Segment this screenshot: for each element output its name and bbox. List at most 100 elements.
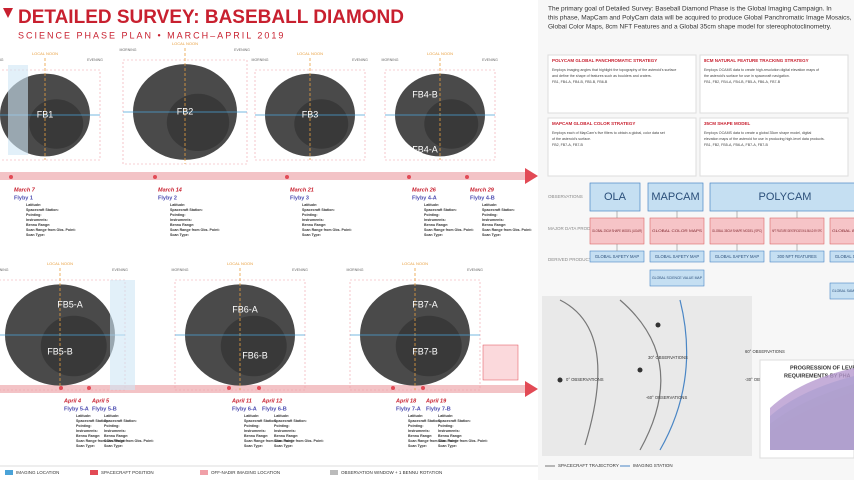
- event-flyby: Flyby 6-A: [232, 406, 257, 412]
- detail-field: Bennu Range:: [104, 434, 128, 438]
- event-date: March 21: [290, 187, 314, 193]
- trajectory: [559, 299, 599, 446]
- derived-label: GLOBAL SAFETY MAP: [835, 254, 854, 259]
- detail-field: Spacecraft Station:: [26, 208, 59, 212]
- strategy-text: FB1, FB4-A, FB4-B, FB5-B, FB6-B: [552, 80, 608, 84]
- event-marker: [407, 175, 411, 179]
- legend-swatch: [90, 470, 98, 475]
- image-label: FB5-B: [47, 346, 73, 356]
- observation-box: [709, 182, 854, 212]
- asteroid-dot: [655, 322, 661, 328]
- detail-field: Scan Type:: [438, 444, 457, 448]
- strategy-box: [547, 117, 697, 177]
- detail-field: Instruments:: [170, 218, 192, 222]
- asteroid-shade: [294, 99, 349, 149]
- sun-label: MORNING: [0, 58, 4, 62]
- asteroid-dot: [557, 377, 563, 383]
- strategy-box: [699, 117, 849, 177]
- detail-field: Scan Type:: [170, 233, 189, 237]
- strategy-text: Employs each of MapCam's five filters to…: [552, 131, 665, 135]
- sun-label: LOCAL NOON: [47, 261, 73, 266]
- sun-label: LOCAL NOON: [172, 41, 198, 46]
- detail-field: Scan Type:: [76, 444, 95, 448]
- detail-field: Instruments:: [408, 429, 430, 433]
- event-flyby: Flyby 2: [158, 195, 177, 201]
- strategy-text: and define the shape of features such as…: [552, 74, 652, 78]
- detail-field: Scan Type:: [482, 233, 501, 237]
- progress-title: REQUIREMENTS BY PHA: [784, 373, 851, 379]
- asteroid-shade: [220, 315, 287, 377]
- detail-field: Bennu Range:: [76, 434, 100, 438]
- sun-label: MORNING: [252, 58, 269, 62]
- sun-label: LOCAL NOON: [427, 51, 453, 56]
- asteroid-shade: [29, 99, 84, 149]
- timeline-top: [0, 172, 525, 180]
- detail-field: Instruments:: [26, 218, 48, 222]
- detail-field: Pointing:: [170, 213, 186, 217]
- timeline-arrow: [525, 381, 538, 397]
- event-flyby: Flyby 1: [14, 195, 33, 201]
- detail-field: Scan Type:: [424, 233, 443, 237]
- trajectory: [659, 299, 688, 451]
- strategy-text: Employs OCAMS data to create high-resolu…: [704, 68, 819, 72]
- strategy-text: Employs OCAMS data to create a global 35…: [704, 131, 811, 135]
- detail-field: Instruments:: [244, 429, 266, 433]
- trajectory-panel: [542, 296, 752, 456]
- event-flyby: Flyby 6-B: [262, 406, 287, 412]
- logo: [3, 8, 13, 18]
- detail-field: Scan Range from Obs. Point:: [104, 439, 154, 443]
- event-marker: [87, 386, 91, 390]
- detail-field: Latitude:: [482, 203, 497, 207]
- sun-label: EVENING: [352, 58, 368, 62]
- detail-field: Instruments:: [482, 218, 504, 222]
- detail-field: Instruments:: [424, 218, 446, 222]
- event-flyby: Flyby 7-B: [426, 406, 451, 412]
- detail-field: Scan Range from Obs. Point:: [274, 439, 324, 443]
- detail-field: Bennu Range:: [408, 434, 432, 438]
- legend-swatch: [5, 470, 13, 475]
- detail-field: Bennu Range:: [274, 434, 298, 438]
- asteroid-shade: [40, 315, 107, 377]
- detail-field: Scan Range from Obs. Point:: [438, 439, 488, 443]
- timeline-arrow: [525, 168, 538, 184]
- detail-field: Spacecraft Station:: [274, 419, 307, 423]
- detail-field: Pointing:: [302, 213, 318, 217]
- flow-row-label: MAJOR DATA PRODUCTS: [548, 226, 603, 231]
- image-label: FB7-A: [412, 299, 438, 309]
- derived-label: GLOBAL SAFETY MAP: [655, 254, 699, 259]
- detail-field: Latitude:: [26, 203, 41, 207]
- sun-label: EVENING: [292, 268, 308, 272]
- detail-field: Bennu Range:: [424, 223, 448, 227]
- event-marker: [9, 175, 13, 179]
- sun-label: MORNING: [382, 58, 399, 62]
- image-label: FB5-A: [57, 299, 83, 309]
- detail-field: Instruments:: [438, 429, 460, 433]
- legend-swatch: [330, 470, 338, 475]
- event-date: March 7: [14, 187, 36, 193]
- event-date: March 29: [470, 187, 495, 193]
- detail-field: Latitude:: [170, 203, 185, 207]
- detail-field: Latitude:: [302, 203, 317, 207]
- strategy-title: 35CM SHAPE MODEL: [704, 121, 751, 126]
- asteroid-shade: [395, 315, 462, 377]
- intro-text: The primary goal of Detailed Survey: Bas…: [548, 6, 832, 13]
- sun-label: EVENING: [482, 58, 498, 62]
- strategy-text: Employs imaging angles that highlight th…: [552, 68, 676, 72]
- sun-label: EVENING: [112, 268, 128, 272]
- detail-field: Spacecraft Station:: [76, 419, 109, 423]
- event-marker: [153, 175, 157, 179]
- image-label: FB6-A: [232, 304, 258, 314]
- product-box: [709, 217, 765, 245]
- trajectory-label: -60° OBSERVATIONS: [646, 395, 687, 400]
- sun-label: LOCAL NOON: [32, 51, 58, 56]
- detail-field: Pointing:: [104, 424, 120, 428]
- detail-field: Spacecraft Station:: [408, 419, 441, 423]
- flow-row-label: DERIVED PRODUCTS: [548, 257, 595, 262]
- sun-label: EVENING: [467, 268, 483, 272]
- detail-field: Latitude:: [244, 414, 259, 418]
- detail-field: Pointing:: [424, 213, 440, 217]
- sun-label: LOCAL NOON: [402, 261, 428, 266]
- derived-box: [829, 282, 854, 300]
- image-label: FB2: [177, 106, 194, 116]
- event-marker: [391, 386, 395, 390]
